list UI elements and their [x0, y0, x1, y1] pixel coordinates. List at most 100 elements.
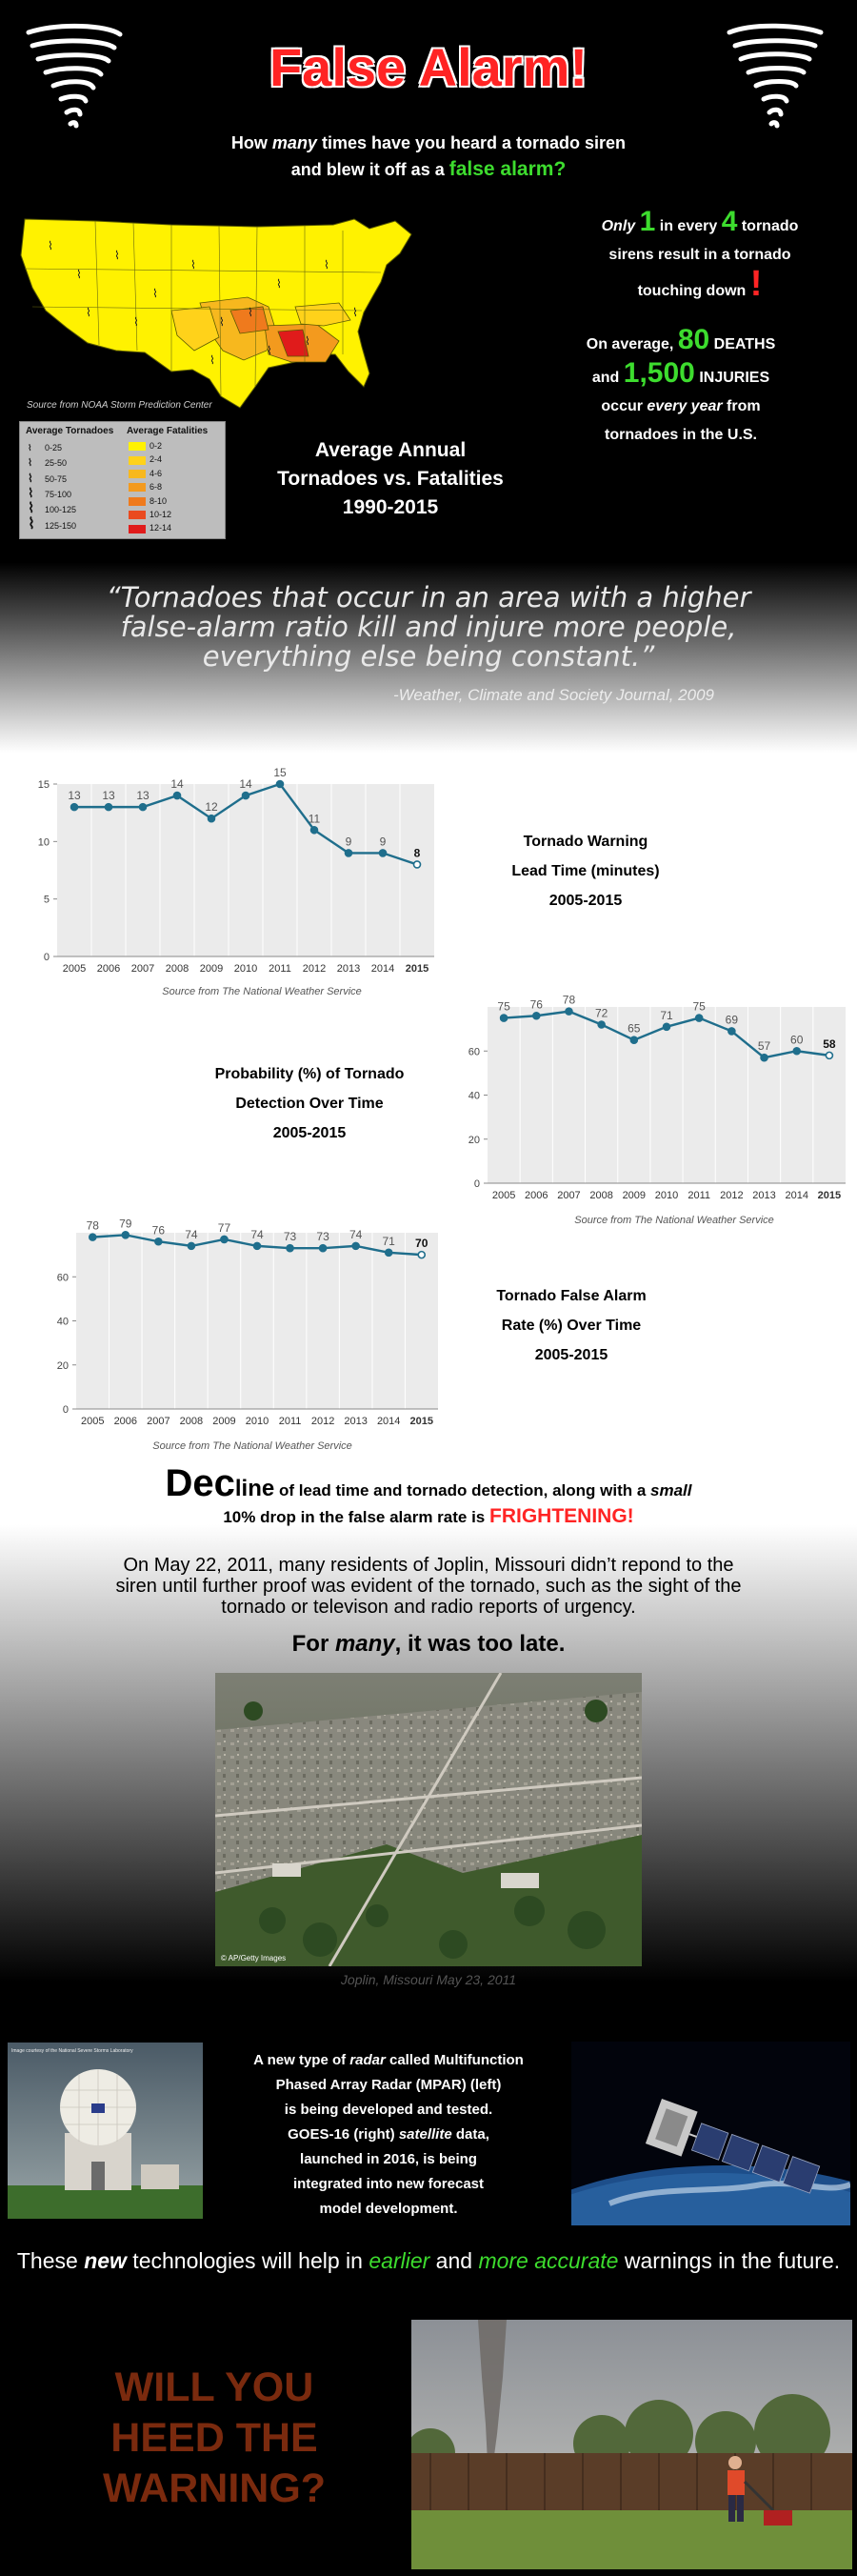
data-label: 13	[102, 789, 115, 802]
x-tick-label: 2009	[212, 1416, 235, 1427]
too-late-heading: For many, it was too late.	[291, 1631, 566, 1657]
lead-time-chart-svg: 0 5 10 15 2005 2006 2007 2008 2009 2010 2011 2012 20…	[38, 766, 434, 975]
data-point	[597, 1020, 606, 1029]
x-tick-label: 2009	[623, 1190, 646, 1201]
data-label: 71	[660, 1009, 673, 1022]
legend-swatch	[129, 442, 146, 452]
x-tick-label: 2015	[409, 1416, 432, 1427]
data-label: 74	[250, 1228, 264, 1241]
new-technology-text: A new type of radar called Multifunction…	[253, 2052, 524, 2217]
tornado-icon: ⌇	[28, 500, 35, 516]
x-tick-label: 2012	[311, 1416, 334, 1427]
svg-text:⌇: ⌇	[219, 315, 225, 329]
data-label: 13	[68, 789, 81, 802]
data-label: 12	[205, 800, 218, 814]
joplin-aerial-photo: © AP/Getty Images	[214, 1672, 643, 1967]
x-tick-label: 2007	[131, 963, 154, 975]
data-point	[154, 1237, 163, 1246]
page-title: False Alarm!	[269, 37, 588, 97]
data-label: 9	[380, 835, 387, 848]
data-point	[70, 802, 79, 812]
data-point	[499, 1014, 508, 1022]
deaths-injuries-stat: On average, 80 DEATHS and 1,500 INJURIES…	[586, 324, 776, 444]
detection-chart: 0 20 40 60 2005 2006 2007 2008 2009 2010 2011 2012 2…	[455, 986, 855, 1229]
x-tick-label: 2011	[279, 1416, 302, 1427]
legend-swatch	[129, 469, 146, 478]
legend-swatch	[129, 455, 146, 465]
data-label: 78	[87, 1219, 100, 1233]
data-point	[531, 1011, 541, 1020]
legend-fatalities-title: Average Fatalities	[127, 426, 209, 436]
legend-fatality-range: 8-10	[129, 494, 167, 508]
radar-photo-credit: Image courtesy of the National Severe St…	[11, 2048, 133, 2054]
joplin-photo-credit: © AP/Getty Images	[221, 1954, 286, 1962]
legend-tornado-range: ⌇ 100-125	[28, 500, 77, 516]
data-label: 14	[170, 777, 184, 791]
y-tick-label: 0	[474, 1178, 480, 1190]
map-source: Source from NOAA Storm Prediction Center	[27, 400, 212, 411]
x-tick-label: 2011	[269, 963, 291, 975]
x-tick-label: 2006	[114, 1416, 137, 1427]
data-label: 60	[790, 1033, 804, 1046]
y-tick-label: 40	[468, 1091, 480, 1102]
y-tick-label: 10	[38, 836, 50, 848]
data-label: 13	[136, 789, 149, 802]
false-alarm-chart-title: Tornado False Alarm Rate (%) Over Time 2…	[496, 1288, 647, 1363]
data-label: 75	[693, 1000, 707, 1014]
x-tick-label: 2013	[344, 1416, 367, 1427]
lead-time-chart: 0 5 10 15 2005 2006 2007 2008 2009 2010 2011 2012 20…	[19, 766, 448, 1000]
data-point	[727, 1027, 736, 1036]
lead-time-chart-source: Source from The National Weather Service	[162, 986, 362, 997]
data-label: 71	[383, 1235, 396, 1248]
data-point	[378, 849, 388, 857]
tornado-icon: ⌇	[28, 443, 32, 453]
data-label: 74	[349, 1228, 363, 1241]
data-label: 74	[185, 1228, 198, 1241]
x-tick-label: 2014	[371, 963, 394, 975]
legend-fatality-range: 6-8	[129, 480, 162, 493]
tornado-icon-right	[724, 21, 828, 135]
plot-background	[488, 1007, 846, 1183]
journal-quote: “Tornadoes that occur in an area with a …	[106, 581, 751, 673]
legend-fatality-range: 2-4	[129, 453, 162, 466]
false-alarm-chart: 0 20 40 60 2005 2006 2007 2008 2009 2010 2011 2012 2…	[38, 1212, 448, 1455]
x-tick-label: 2012	[720, 1190, 743, 1201]
data-point	[318, 1243, 328, 1253]
lead-time-chart-title: Tornado Warning Lead Time (minutes) 2005…	[511, 834, 660, 909]
svg-text:⌇: ⌇	[86, 306, 91, 319]
data-point	[207, 814, 216, 823]
data-label: 9	[346, 835, 352, 848]
legend-tornado-range: ⌇ 125-150	[28, 515, 77, 533]
legend-fatality-range: 4-6	[129, 467, 162, 480]
quote-citation: -Weather, Climate and Society Journal, 2…	[392, 686, 714, 704]
y-tick-label: 60	[57, 1272, 69, 1283]
future-statement: These new technologies will help in earl…	[16, 2248, 841, 2273]
x-tick-label: 2006	[97, 963, 120, 975]
detection-chart-title: Probability (%) of Tornado Detection Ove…	[214, 1066, 405, 1141]
tornado-icon: ⌇	[28, 515, 36, 533]
data-point	[412, 860, 422, 869]
x-tick-label: 2008	[180, 1416, 203, 1427]
data-label: 11	[309, 812, 321, 825]
data-point	[825, 1051, 834, 1060]
svg-text:⌇: ⌇	[305, 334, 310, 348]
subtitle: How many times have you heard a tornado …	[230, 133, 627, 180]
data-point	[351, 1241, 360, 1251]
data-point	[88, 1233, 97, 1241]
data-point	[344, 849, 353, 857]
legend-swatch	[129, 483, 146, 493]
data-label: 14	[239, 777, 252, 791]
legend-tornadoes-title: Average Tornadoes	[26, 426, 114, 436]
data-point	[121, 1231, 130, 1239]
data-point	[138, 802, 148, 812]
map-legend: Average Tornadoes Average Fatalities ⌇ 0-…	[19, 421, 226, 539]
x-tick-label: 2010	[655, 1190, 678, 1201]
joplin-paragraph: On May 22, 2011, many residents of Jopli…	[115, 1555, 742, 1618]
data-label: 75	[497, 1000, 510, 1014]
y-tick-label: 5	[44, 895, 50, 906]
svg-text:⌇: ⌇	[190, 258, 196, 272]
x-tick-label: 2007	[147, 1416, 169, 1427]
x-tick-label: 2005	[81, 1416, 104, 1427]
data-point	[275, 779, 285, 789]
svg-text:⌇: ⌇	[76, 268, 82, 281]
